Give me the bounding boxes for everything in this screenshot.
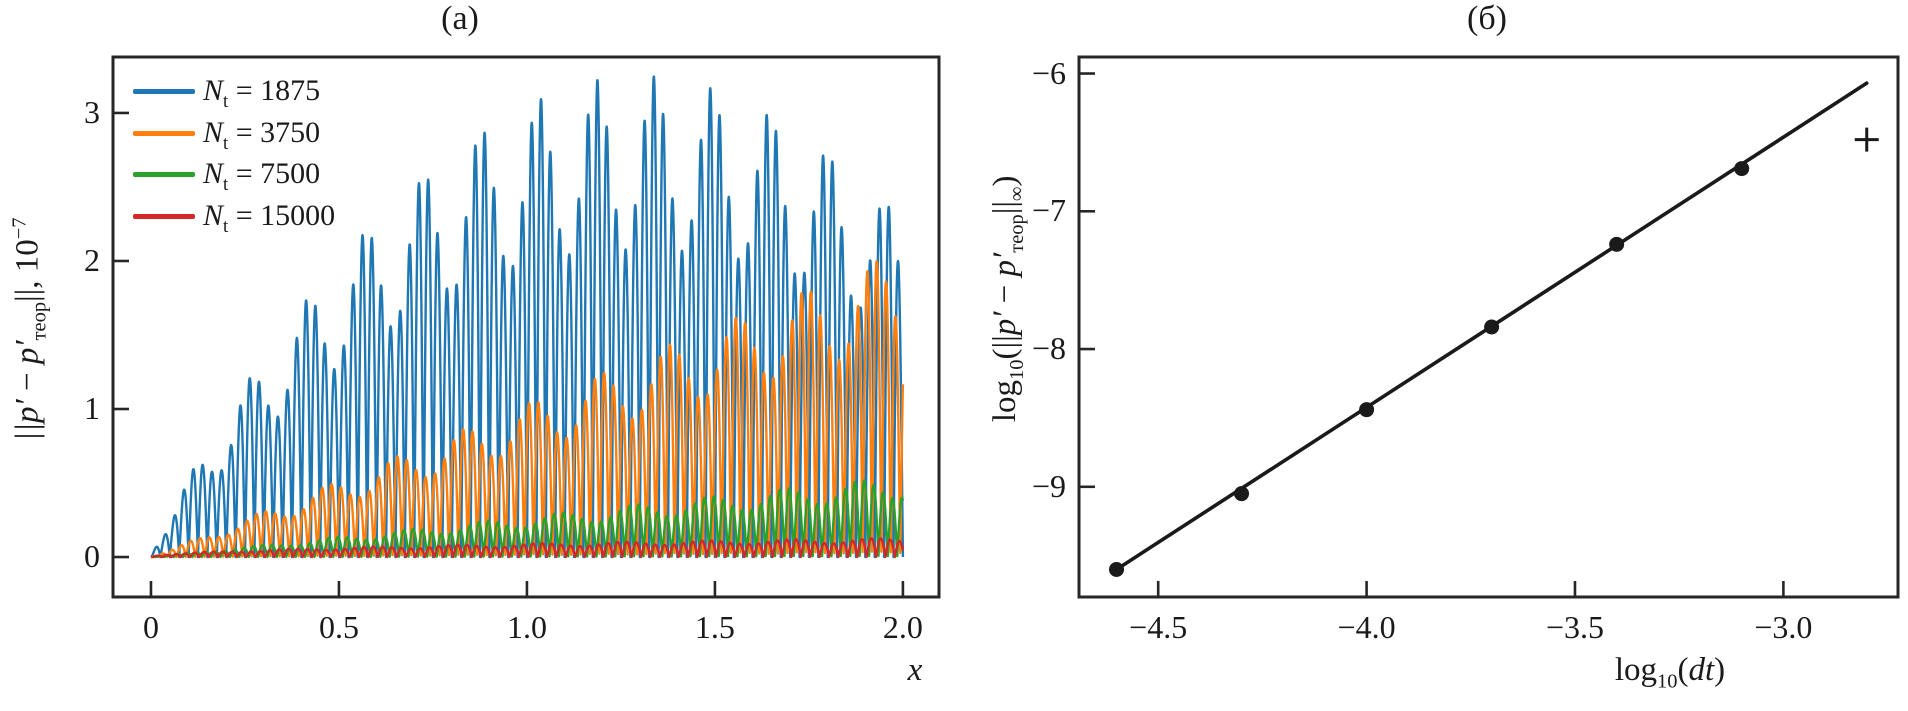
panel-a-xtick-label: 1.0 bbox=[506, 609, 547, 645]
panel-b-xlabel-open: ( bbox=[1677, 652, 1689, 688]
panel-b-xlabel-log-sub: 10 bbox=[1657, 670, 1678, 693]
legend-swatch-Nt=15000 bbox=[133, 213, 195, 219]
panel-a-ylabel-p2: p′ bbox=[9, 340, 46, 365]
panel-b-data-point bbox=[1484, 319, 1500, 335]
panel-b-data-point bbox=[1359, 402, 1375, 418]
panel-b-ylabel-log: log bbox=[987, 379, 1024, 423]
panel-b-ytick-label: −8 bbox=[1031, 330, 1066, 367]
panel-a-ylabel: ||p′ − p′теор||, 10−7 bbox=[9, 114, 52, 544]
panel-a-ylabel-sub: теор bbox=[28, 301, 51, 341]
panel-a-ytick-label: 3 bbox=[84, 93, 100, 130]
panel-a-series-Nt=1875 bbox=[149, 75, 905, 559]
panel-b-ylabel-p2: p′ bbox=[987, 252, 1024, 277]
legend-label-Nt=7500: Nt = 7500 bbox=[203, 157, 321, 195]
panel-b-xlabel-log: log bbox=[1614, 652, 1658, 688]
panel-b-xtick-label: −3.5 bbox=[1545, 609, 1604, 645]
panel-a-ylabel-sup: −7 bbox=[8, 217, 31, 240]
panel-b-ylabel-close: ) bbox=[987, 175, 1024, 187]
legend-swatch-Nt=1875 bbox=[133, 89, 195, 94]
legend-swatch-Nt=7500 bbox=[133, 172, 195, 177]
panel-b-data-point bbox=[1734, 161, 1750, 177]
panel-b-xtick-label: −4.0 bbox=[1337, 609, 1396, 645]
panel-a-xtick-label: 2.0 bbox=[882, 609, 923, 645]
panel-b-data-point bbox=[1609, 236, 1625, 252]
legend-label-Nt=15000: Nt = 15000 bbox=[203, 198, 336, 237]
panel-b-ylabel-minus: − bbox=[987, 276, 1024, 312]
panel-b-title: (б) bbox=[1467, 0, 1507, 37]
panel-a-xtick-label: 0 bbox=[142, 609, 159, 645]
panel-a-xtick-label: 0.5 bbox=[318, 609, 359, 645]
panel-b-xlabel-dt: dt bbox=[1688, 652, 1715, 688]
panel-a-xlabel: x bbox=[907, 652, 923, 688]
panel-a-ytick-label: 2 bbox=[84, 241, 100, 278]
panel-a-xtick-label: 1.5 bbox=[694, 609, 735, 645]
panel-a-legend: Nt = 1875 Nt = 3750 Nt = 7500 Nt = 15000 bbox=[133, 74, 393, 254]
panel-b-data-point bbox=[1109, 561, 1125, 577]
panel-b-ytick-label: −9 bbox=[1031, 467, 1066, 504]
panel-a-ytick-label: 1 bbox=[84, 390, 100, 426]
panel-b-xlabel: log10(dt) bbox=[1560, 652, 1780, 694]
panel-b-ytick-label: −6 bbox=[1031, 54, 1066, 91]
panel-a-ytick-label: 0 bbox=[84, 538, 100, 575]
panel-b-xtick-label: −3.0 bbox=[1754, 609, 1813, 645]
panel-b-ylabel: log10(||p′ − p′теор||∞) bbox=[987, 64, 1029, 534]
panel-b-xlabel-close: ) bbox=[1714, 652, 1726, 688]
panel-b-data-point bbox=[1234, 486, 1250, 502]
legend-label-Nt=3750: Nt = 3750 bbox=[203, 115, 321, 154]
panel-a-title: (a) bbox=[441, 0, 479, 37]
panel-a-series-Nt=15000 bbox=[149, 537, 905, 559]
panel-b-xtick-label: −4.5 bbox=[1129, 609, 1188, 645]
panel-b-frame bbox=[1077, 55, 1900, 599]
panel-a-ylabel-norm-open: || bbox=[9, 422, 46, 442]
panel-a-series-Nt=3750 bbox=[149, 260, 905, 559]
panel-b-ytick-label: −7 bbox=[1031, 192, 1066, 229]
legend-swatch-Nt=3750 bbox=[133, 130, 195, 136]
panel-b-plus-marker bbox=[1854, 127, 1879, 152]
legend-label-Nt=1875: Nt = 1875 bbox=[203, 74, 321, 112]
